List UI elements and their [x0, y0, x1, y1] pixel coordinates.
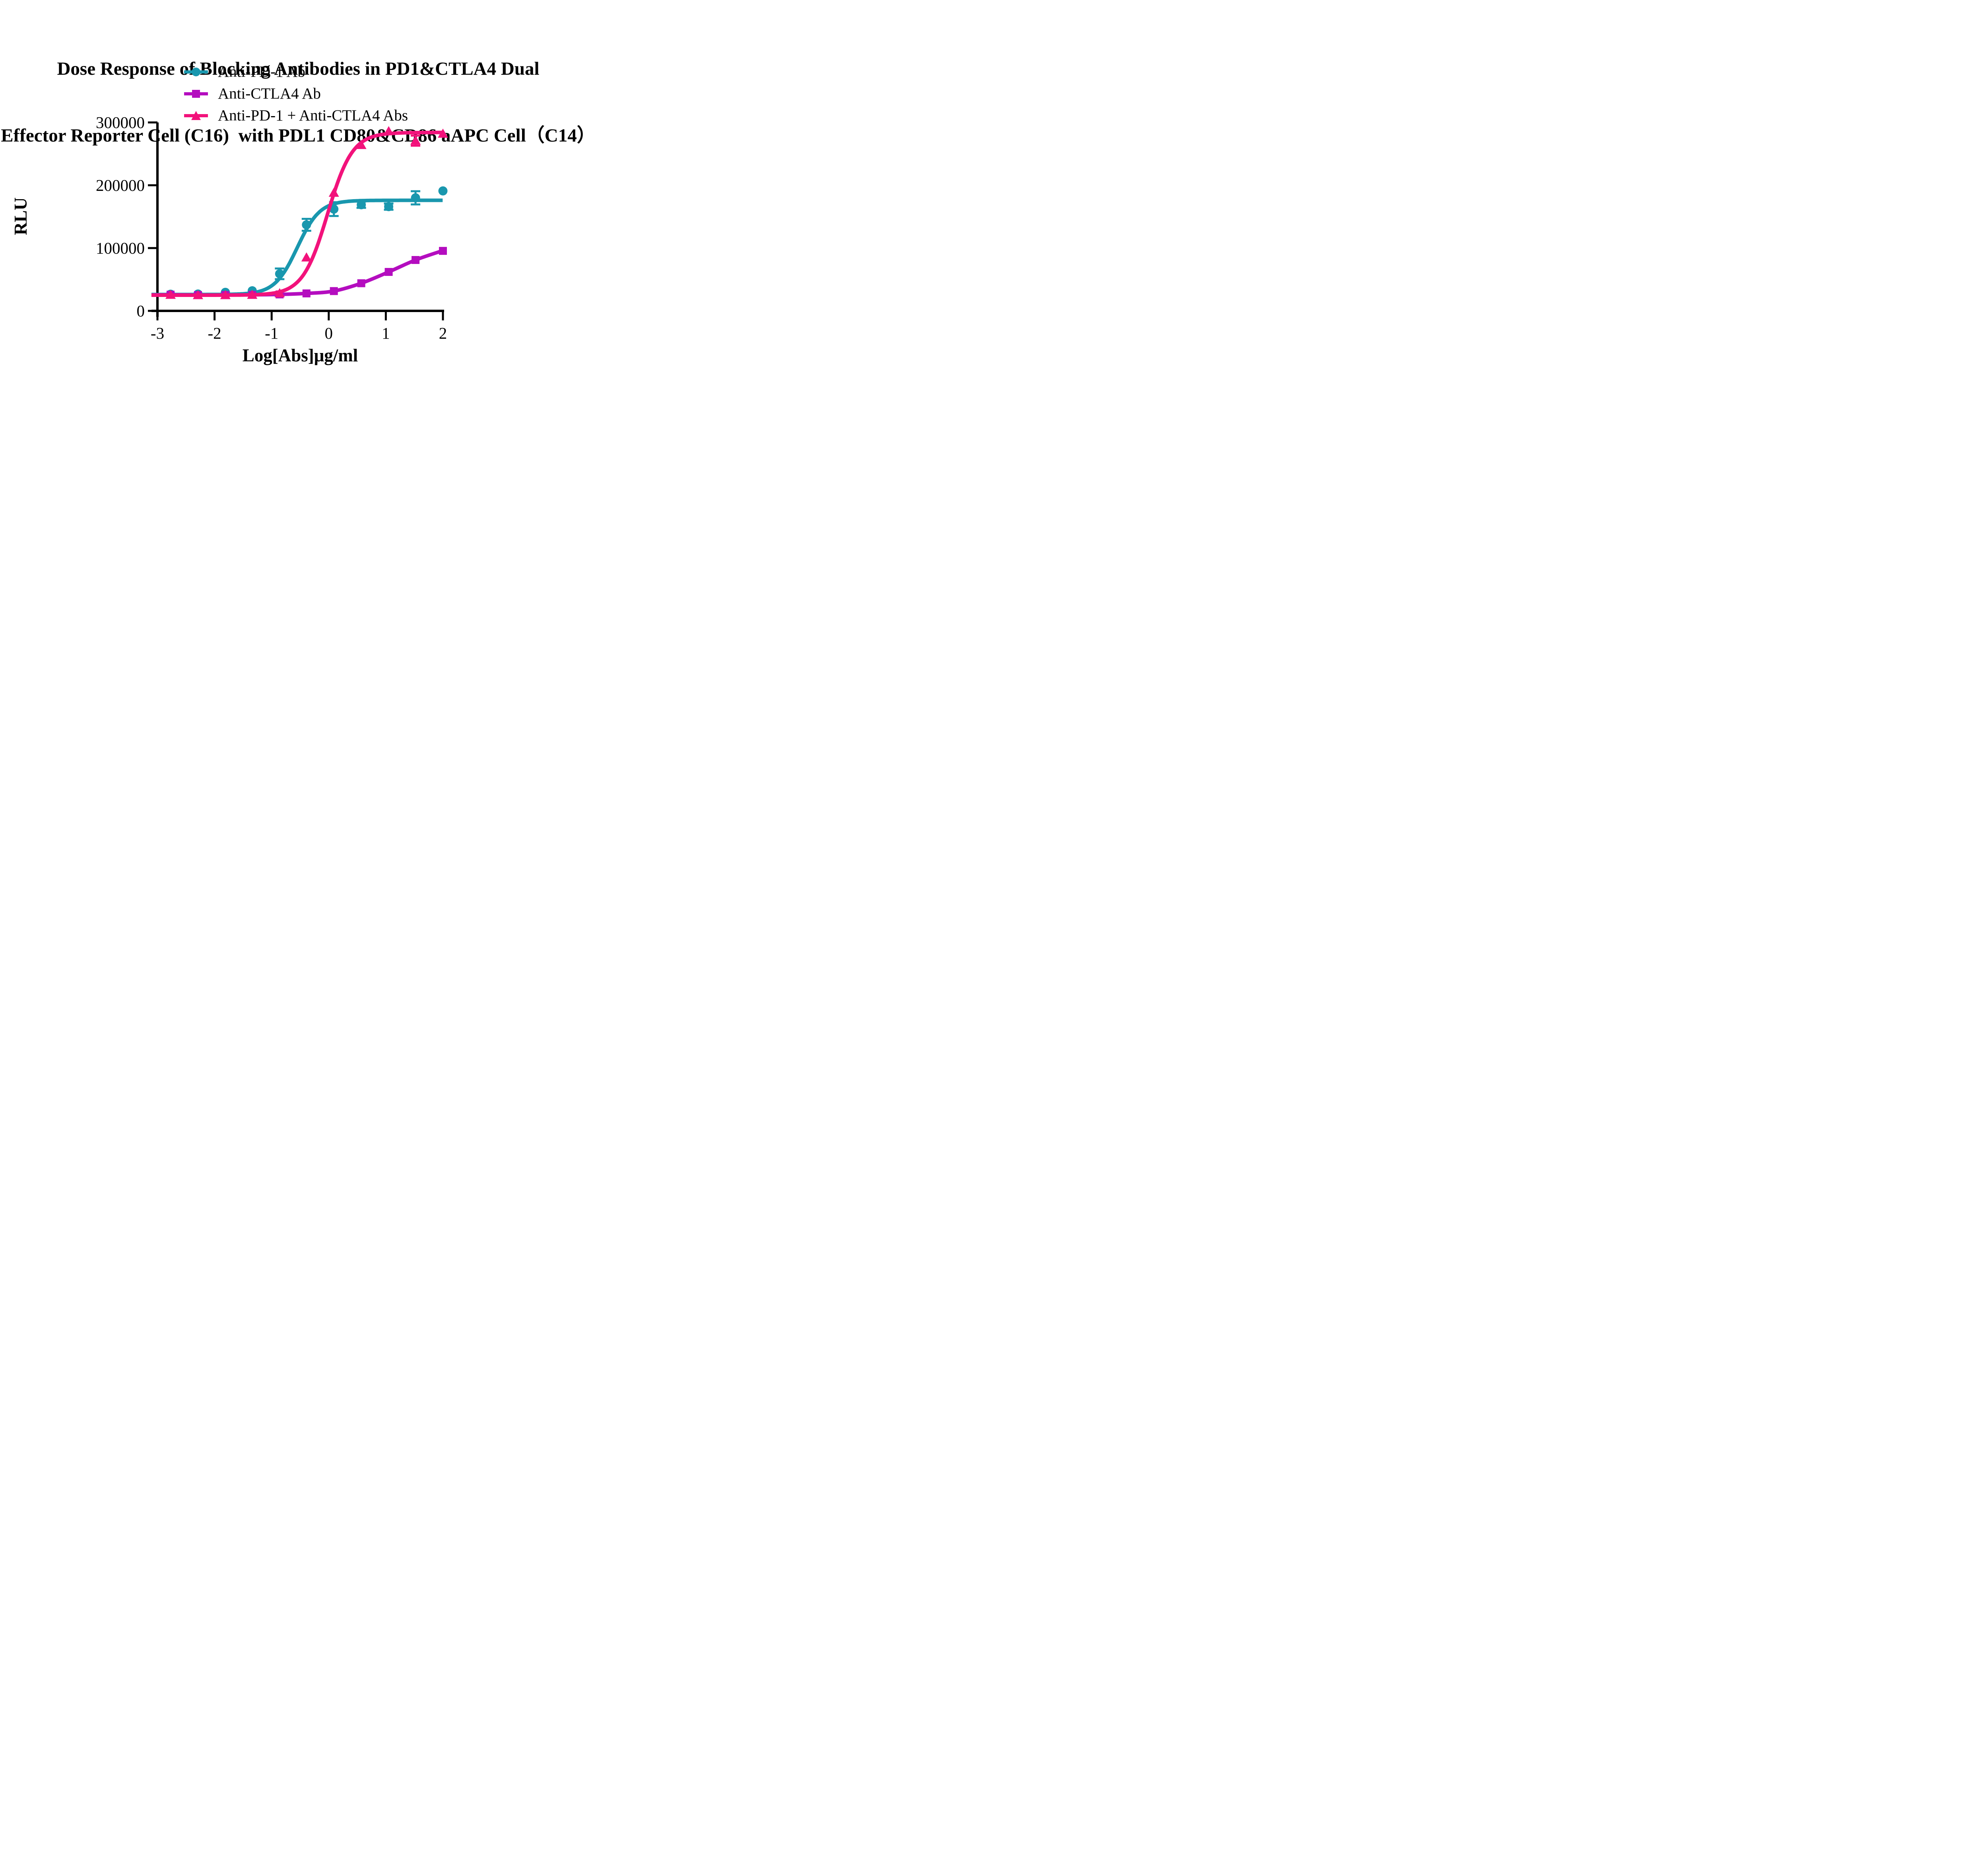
x-tick-label: 0: [325, 324, 333, 342]
data-point-triangle: [328, 187, 339, 197]
data-point-triangle: [301, 252, 312, 262]
data-point-triangle: [192, 290, 203, 299]
data-point-triangle: [438, 128, 448, 138]
legend-marker-circle-icon: [184, 67, 208, 76]
data-point-triangle: [165, 289, 176, 299]
data-point-triangle: [220, 290, 231, 299]
data-point-triangle: [383, 126, 394, 136]
x-axis-label: Log[Abs]μg/ml: [242, 345, 358, 365]
data-point-square: [330, 287, 338, 295]
data-point-triangle: [247, 289, 258, 299]
data-point-circle: [384, 202, 394, 211]
data-point-circle: [302, 220, 311, 230]
series-square: [151, 247, 447, 299]
series-triangle: [151, 126, 448, 299]
legend-label: Anti-PD-1 Ab: [218, 63, 305, 80]
fit-curve: [151, 130, 443, 297]
y-axis-label: RLU: [11, 197, 31, 235]
data-point-square: [357, 279, 365, 287]
data-point-triangle: [410, 135, 421, 145]
data-point-square: [412, 256, 420, 264]
data-point-square: [384, 268, 393, 276]
fit-curve: [151, 249, 444, 297]
y-tick-label: 200000: [96, 176, 145, 194]
data-point-triangle: [356, 140, 367, 149]
dose-response-figure: Dose Response of Blocking Antibodies in …: [0, 0, 596, 373]
x-tick-label: -1: [265, 324, 278, 342]
legend-item-anti-ctla4: Anti-CTLA4 Ab: [184, 83, 408, 105]
legend-marker-triangle-icon: [184, 111, 208, 120]
data-point-circle: [357, 200, 366, 209]
data-point-circle: [411, 193, 420, 203]
data-point-square: [439, 247, 447, 255]
data-point-square: [302, 289, 311, 298]
y-tick-label: 0: [137, 302, 145, 320]
legend-item-anti-pd1: Anti-PD-1 Ab: [184, 61, 408, 83]
legend: Anti-PD-1 Ab Anti-CTLA4 Ab Anti-PD-1 + A…: [184, 61, 408, 126]
chart-canvas: -3 -2 -1 0 1 2 0 100000 200000 300000: [96, 113, 448, 342]
y-tick-label: 100000: [96, 239, 145, 257]
legend-marker-square-icon: [184, 89, 208, 98]
x-tick-label: -3: [151, 324, 164, 342]
data-point-circle: [438, 186, 448, 196]
legend-label: Anti-PD-1 + Anti-CTLA4 Abs: [218, 107, 408, 124]
y-tick-label: 300000: [96, 113, 145, 132]
x-tick-label: -2: [208, 324, 221, 342]
chart-title-line1: Dose Response of Blocking Antibodies in …: [57, 58, 540, 79]
x-tick-label: 1: [382, 324, 390, 342]
x-tick-label: 2: [439, 324, 447, 342]
data-point-circle: [275, 269, 284, 279]
legend-item-combo: Anti-PD-1 + Anti-CTLA4 Abs: [184, 105, 408, 126]
legend-label: Anti-CTLA4 Ab: [218, 85, 321, 102]
data-point-triangle: [274, 288, 285, 297]
